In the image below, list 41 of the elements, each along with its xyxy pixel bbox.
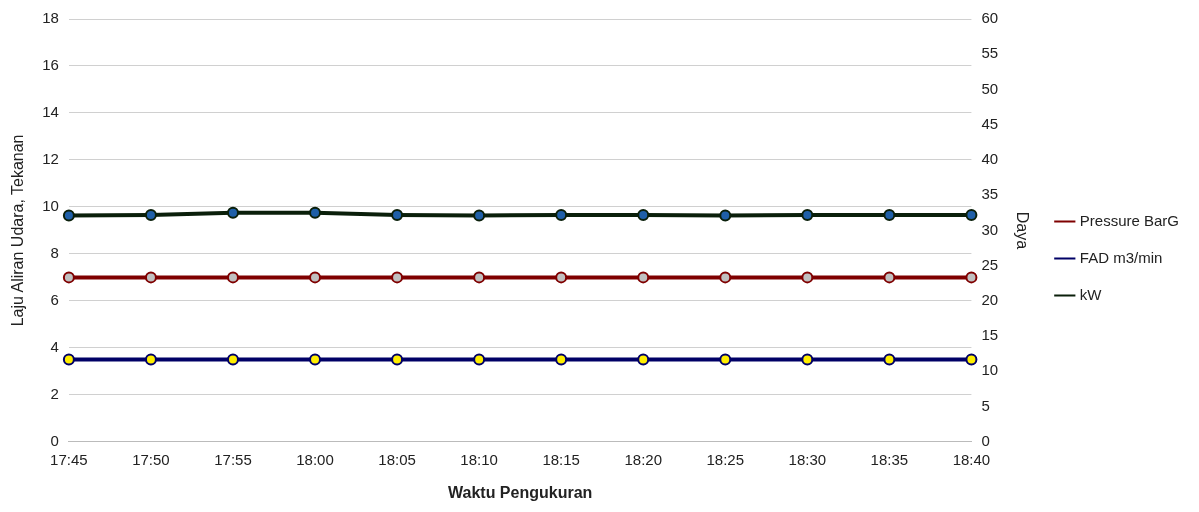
y2-tick-label: 55 xyxy=(981,44,999,62)
x-tick-label: 18:35 xyxy=(870,450,909,468)
y2-tick-label: 30 xyxy=(981,220,999,238)
y2-tick-label: 20 xyxy=(981,291,999,309)
y2-tick-label: 60 xyxy=(981,9,999,27)
y-tick-label: 10 xyxy=(42,197,59,215)
y-tick-label: 2 xyxy=(50,384,59,402)
y-tick-label: 18 xyxy=(42,9,59,27)
y-tick-label: 16 xyxy=(42,56,59,74)
legend-label: kW xyxy=(1079,285,1103,303)
x-tick-label: 18:25 xyxy=(706,450,745,468)
y-axis-title: Laju Aliran Udara, Tekanan xyxy=(9,134,27,327)
y2-tick-label: 0 xyxy=(981,431,990,449)
y2-tick-label: 45 xyxy=(981,114,999,132)
y2-tick-label: 5 xyxy=(981,396,990,414)
y-tick-label: 8 xyxy=(50,244,59,262)
y2-tick-label: 50 xyxy=(981,79,999,97)
y2-tick-label: 25 xyxy=(981,255,999,273)
y2-tick-label: 15 xyxy=(981,326,999,344)
legend-label: Pressure BarG xyxy=(1079,211,1179,229)
y2-tick-label: 40 xyxy=(981,150,999,168)
x-tick-label: 18:00 xyxy=(296,450,334,468)
y-tick-label: 12 xyxy=(42,150,59,168)
x-tick-label: 18:15 xyxy=(542,450,580,468)
y-tick-label: 14 xyxy=(42,103,59,121)
x-tick-label: 18:30 xyxy=(788,450,827,468)
x-tick-label: 17:55 xyxy=(214,450,252,468)
y2-tick-label: 10 xyxy=(981,361,999,379)
x-tick-label: 17:50 xyxy=(132,450,170,468)
y2-tick-label: 35 xyxy=(981,185,999,203)
y-tick-label: 6 xyxy=(50,291,59,309)
x-tick-label: 18:20 xyxy=(624,450,662,468)
x-tick-label: 17:45 xyxy=(50,450,88,468)
x-axis-title: Waktu Pengukuran xyxy=(447,483,593,501)
x-tick-label: 18:10 xyxy=(460,450,498,468)
x-tick-label: 18:40 xyxy=(952,450,991,468)
y-tick-label: 4 xyxy=(50,337,59,355)
x-tick-label: 18:05 xyxy=(378,450,416,468)
y-tick-label: 0 xyxy=(50,431,59,449)
legend-label: FAD m3/min xyxy=(1079,248,1163,266)
y2-axis-title: Daya xyxy=(1014,211,1032,250)
